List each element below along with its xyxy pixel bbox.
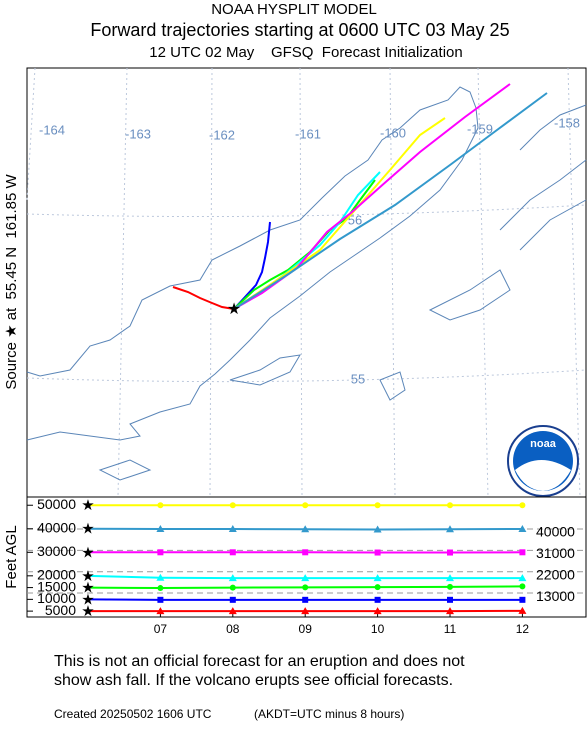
marker xyxy=(374,549,381,556)
trajectories xyxy=(172,83,548,310)
marker xyxy=(446,607,454,615)
start-star: ★ xyxy=(81,521,94,538)
marker xyxy=(447,583,453,590)
marker xyxy=(228,525,237,532)
lon-label: -163 xyxy=(125,126,151,141)
marker xyxy=(374,596,381,603)
marker xyxy=(374,584,381,591)
source-star: ★ xyxy=(227,301,241,318)
marker xyxy=(373,574,382,582)
marker xyxy=(301,525,310,533)
lon-label: -158 xyxy=(554,115,580,130)
marker xyxy=(301,607,310,615)
trajectory xyxy=(233,92,548,310)
marker xyxy=(302,502,309,509)
created: Created 20250502 1606 UTC xyxy=(54,707,212,721)
marker xyxy=(229,584,236,591)
x-tick-label: 07 xyxy=(154,622,168,636)
marker xyxy=(519,549,526,556)
map-frame xyxy=(26,67,587,498)
marker xyxy=(518,574,527,582)
y-tick-label: 50000 xyxy=(37,496,76,512)
lat-label: 56 xyxy=(348,212,362,227)
marker xyxy=(156,573,165,581)
lat-label: 55 xyxy=(351,371,365,386)
lon-label: -162 xyxy=(209,127,235,142)
coastline xyxy=(26,86,587,481)
marker xyxy=(302,596,309,603)
x-tick-label: 12 xyxy=(516,622,530,636)
marker xyxy=(447,549,453,556)
noaa-logo: noaa xyxy=(507,425,579,497)
marker xyxy=(229,502,236,509)
marker xyxy=(302,549,309,556)
marker xyxy=(157,596,164,603)
subtitle: Forward trajectories starting at 0600 UT… xyxy=(90,20,509,40)
start-star: ★ xyxy=(81,603,94,620)
y-tick-label: 40000 xyxy=(37,519,76,535)
y-tick-label: 15000 xyxy=(37,578,76,594)
y-tick-label: 5000 xyxy=(45,602,76,618)
x-tick-label: 09 xyxy=(299,622,313,636)
marker xyxy=(519,596,526,603)
disclaimer: This is not an official forecast for an … xyxy=(54,653,465,670)
marker xyxy=(446,574,454,582)
marker xyxy=(156,607,165,615)
marker xyxy=(373,607,382,615)
marker xyxy=(447,596,453,603)
marker xyxy=(518,525,527,532)
y-tick-label: 30000 xyxy=(37,543,76,559)
marker xyxy=(519,583,526,590)
y2-tick-label: 22000 xyxy=(536,566,575,582)
subtitle2: 12 UTC 02 May GFSQ Forecast Initializati… xyxy=(149,44,462,61)
y2-tick-label: 40000 xyxy=(536,524,575,540)
logo-text: noaa xyxy=(530,438,557,450)
start-star: ★ xyxy=(81,568,94,585)
marker xyxy=(228,574,237,582)
start-star: ★ xyxy=(81,497,94,514)
disclaimer: show ash fall. If the volcano erupts see… xyxy=(54,672,453,689)
timezone-note: (AKDT=UTC minus 8 hours) xyxy=(254,707,404,721)
title: NOAA HYSPLIT MODEL xyxy=(211,1,377,18)
marker xyxy=(157,549,164,556)
y2-tick-label: 31000 xyxy=(536,545,575,561)
marker xyxy=(301,574,310,582)
marker xyxy=(302,584,309,591)
marker xyxy=(373,525,382,533)
source-label: Source ★ at 55.45 N 161.85 W xyxy=(3,174,20,390)
marker xyxy=(229,596,236,603)
marker xyxy=(228,607,237,615)
map: -164 -163 -162 -161 -160 -159 -158 56 55… xyxy=(26,67,587,498)
x-tick-label: 10 xyxy=(371,622,385,636)
graticule xyxy=(26,67,587,498)
start-star: ★ xyxy=(81,544,94,561)
marker xyxy=(446,525,454,533)
marker xyxy=(518,606,527,614)
lon-label: -161 xyxy=(295,126,321,141)
start-star: ★ xyxy=(81,580,94,597)
marker xyxy=(447,502,453,509)
lon-label: -159 xyxy=(467,121,493,136)
y-axis-label: Feet AGL xyxy=(3,525,20,588)
marker xyxy=(519,502,526,509)
height-chart: Feet AGL xyxy=(3,496,587,618)
y2-tick-label: 13000 xyxy=(536,588,575,604)
lon-label: -160 xyxy=(380,125,406,140)
marker xyxy=(374,502,381,509)
x-tick-label: 11 xyxy=(444,622,457,636)
marker xyxy=(157,585,164,592)
lon-label: -164 xyxy=(39,122,65,137)
start-star: ★ xyxy=(81,591,94,608)
trajectory xyxy=(172,286,235,310)
y-tick-label: 20000 xyxy=(37,567,76,583)
trajectory xyxy=(233,221,271,310)
marker xyxy=(229,549,236,556)
y-tick-label: 10000 xyxy=(37,590,76,606)
x-tick-label: 08 xyxy=(226,622,240,636)
marker xyxy=(157,502,164,509)
marker xyxy=(156,525,165,532)
chart-frame xyxy=(26,496,587,618)
